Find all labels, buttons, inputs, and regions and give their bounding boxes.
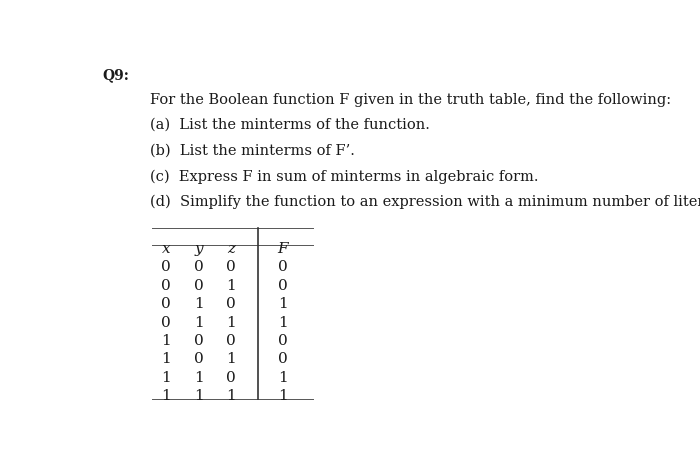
Text: 0: 0	[226, 334, 236, 348]
Text: 1: 1	[278, 315, 288, 330]
Text: y: y	[195, 242, 203, 256]
Text: 1: 1	[226, 278, 236, 293]
Text: 1: 1	[194, 390, 204, 403]
Text: 0: 0	[194, 278, 204, 293]
Text: 1: 1	[194, 371, 204, 385]
Text: 1: 1	[226, 352, 236, 366]
Text: 0: 0	[194, 334, 204, 348]
Text: 0: 0	[278, 352, 288, 366]
Text: 0: 0	[194, 352, 204, 366]
Text: 1: 1	[161, 352, 171, 366]
Text: F: F	[277, 242, 288, 256]
Text: 1: 1	[161, 334, 171, 348]
Text: 1: 1	[161, 371, 171, 385]
Text: (d)  Simplify the function to an expression with a minimum number of literals.: (d) Simplify the function to an expressi…	[150, 195, 700, 209]
Text: 1: 1	[194, 315, 204, 330]
Text: 1: 1	[278, 390, 288, 403]
Text: 1: 1	[194, 297, 204, 311]
Text: 0: 0	[194, 260, 204, 274]
Text: 0: 0	[161, 278, 171, 293]
Text: 0: 0	[226, 297, 236, 311]
Text: 0: 0	[161, 297, 171, 311]
Text: 0: 0	[278, 278, 288, 293]
Text: For the Boolean function F given in the truth table, find the following:: For the Boolean function F given in the …	[150, 93, 671, 106]
Text: 0: 0	[278, 334, 288, 348]
Text: 1: 1	[161, 390, 171, 403]
Text: 0: 0	[161, 260, 171, 274]
Text: 1: 1	[278, 297, 288, 311]
Text: (c)  Express F in sum of minterms in algebraic form.: (c) Express F in sum of minterms in alge…	[150, 169, 538, 183]
Text: 0: 0	[226, 371, 236, 385]
Text: 0: 0	[278, 260, 288, 274]
Text: 0: 0	[226, 260, 236, 274]
Text: (b)  List the minterms of F’.: (b) List the minterms of F’.	[150, 144, 355, 158]
Text: 0: 0	[161, 315, 171, 330]
Text: Q9:: Q9:	[103, 68, 130, 82]
Text: 1: 1	[226, 390, 236, 403]
Text: (a)  List the minterms of the function.: (a) List the minterms of the function.	[150, 118, 430, 132]
Text: 1: 1	[226, 315, 236, 330]
Text: z: z	[228, 242, 235, 256]
Text: 1: 1	[278, 371, 288, 385]
Text: x: x	[162, 242, 171, 256]
